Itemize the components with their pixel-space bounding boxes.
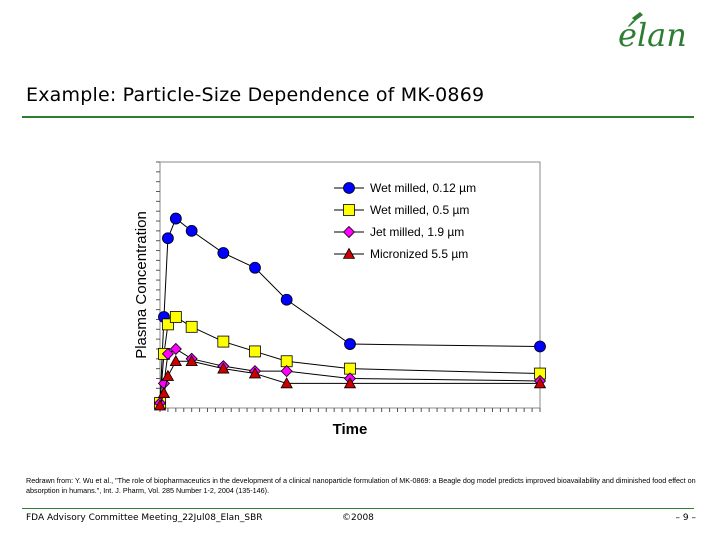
data-point-s2-7 [280, 365, 293, 378]
source-citation: Redrawn from: Y. Wu et al., "The role of… [26, 476, 696, 495]
legend-marker-0 [343, 182, 355, 194]
data-point-s0-7 [280, 293, 293, 306]
data-point-s3-2 [161, 369, 175, 381]
data-point-s0-5 [217, 247, 230, 259]
footer-meeting: FDA Advisory Committee Meeting_22Jul08_E… [26, 513, 263, 523]
data-point-s3-1 [157, 386, 171, 399]
data-point-s3-4 [185, 354, 198, 367]
data-point-s1-3 [169, 311, 182, 323]
data-point-s3-8 [343, 377, 357, 389]
series-line-2 [159, 348, 541, 404]
legend-label-1: Wet milled, 0.5 µm [370, 203, 469, 217]
series-line-0 [159, 217, 541, 404]
data-point-s0-8 [344, 338, 356, 350]
y-axis-label: Plasma Concentration [133, 211, 150, 359]
data-point-s0-9 [534, 340, 546, 353]
data-point-s0-6 [249, 261, 261, 274]
legend-marker-2 [342, 225, 356, 239]
slide-title: Example: Particle-Size Dependence of MK-… [26, 84, 485, 106]
data-point-s0-4 [185, 224, 198, 237]
data-point-s3-9 [533, 377, 547, 389]
data-point-s3-3 [169, 354, 183, 367]
data-point-s1-2 [162, 318, 174, 331]
series-line-1 [159, 316, 541, 404]
series-line-3 [159, 360, 540, 406]
data-point-s3-7 [280, 377, 293, 389]
data-point-s1-6 [249, 345, 261, 358]
legend-label-3: Micronized 5.5 µm [370, 247, 468, 261]
title-divider [22, 116, 694, 118]
data-point-s3-6 [248, 367, 262, 379]
logo-text: élan [618, 16, 687, 52]
data-point-s3-5 [217, 362, 230, 374]
data-point-s0-2 [162, 232, 174, 245]
legend-label-0: Wet milled, 0.12 µm [370, 181, 476, 195]
legend-marker-1 [343, 204, 355, 216]
plasma-concentration-chart: Plasma Concentration Time Wet milled, 0.12… [120, 150, 560, 440]
legend-marker-3 [342, 247, 356, 259]
x-axis-label: Time [333, 421, 368, 438]
data-point-s1-4 [185, 320, 198, 333]
elan-logo-mark: élan [618, 12, 687, 54]
data-point-s0-3 [169, 212, 182, 225]
legend-box [329, 175, 531, 265]
data-point-s1-5 [217, 335, 230, 348]
legend-label-2: Jet milled, 1.9 µm [370, 225, 464, 239]
footer-divider [22, 508, 694, 509]
data-point-s2-2 [161, 347, 174, 360]
footer-copyright: ©2008 [342, 513, 374, 523]
footer-page-number: – 9 – [675, 513, 696, 523]
data-point-s3-0 [153, 399, 167, 411]
elan-logo: élan [618, 12, 698, 54]
logo-accent-mark [632, 12, 643, 21]
chart-svg: Plasma Concentration Time Wet milled, 0.12… [133, 161, 547, 438]
data-point-s2-3 [169, 342, 182, 356]
